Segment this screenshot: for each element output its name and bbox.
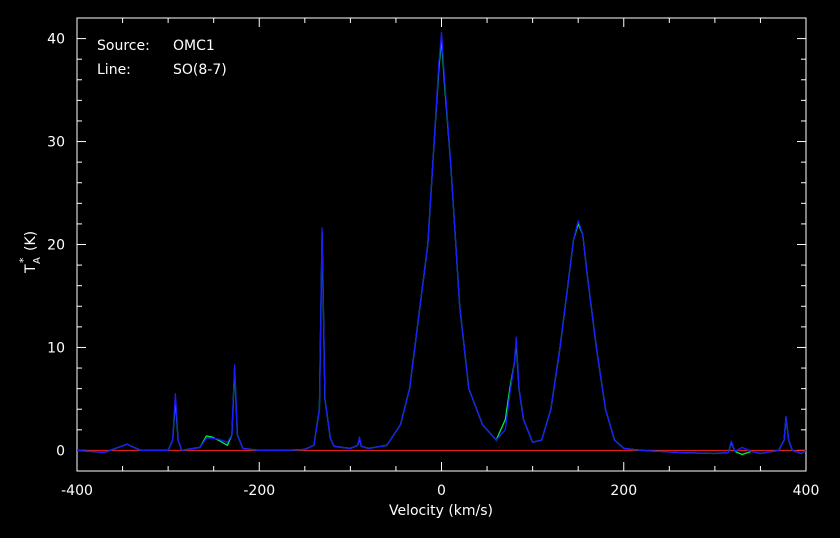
y-axis-label-main: T: [23, 264, 39, 274]
y-tick-label: 20: [47, 238, 65, 254]
y-tick-label: 0: [56, 443, 65, 459]
x-tick-label: 0: [437, 483, 446, 499]
line-value: SO(8-7): [173, 62, 227, 78]
series-lines: [76, 31, 807, 456]
source-value: OMC1: [173, 38, 215, 54]
plot-frame: [76, 17, 807, 472]
y-axis-label-sub: A: [32, 257, 43, 264]
y-tick-label: 40: [47, 32, 65, 48]
tick-marks: [76, 18, 807, 471]
source-label: Source:: [97, 38, 150, 54]
y-tick-label: 30: [47, 135, 65, 151]
series-line-0: [76, 37, 807, 456]
x-axis-label: Velocity (km/s): [389, 503, 493, 519]
series-line-1: [76, 31, 807, 455]
y-axis-label-sup: *: [17, 257, 30, 263]
line-label: Line:: [97, 62, 131, 78]
y-axis-label-unit: (K): [23, 231, 39, 251]
x-tick-label: 400: [793, 483, 820, 499]
x-tick-label: 200: [610, 483, 637, 499]
y-tick-label: 10: [47, 340, 65, 356]
y-axis-label: T A * (K): [17, 231, 43, 274]
tick-labels: -400 -200 0 200 400 0 10 20 30 40: [47, 32, 819, 499]
x-tick-label: -200: [243, 483, 275, 499]
x-tick-label: -400: [61, 483, 93, 499]
